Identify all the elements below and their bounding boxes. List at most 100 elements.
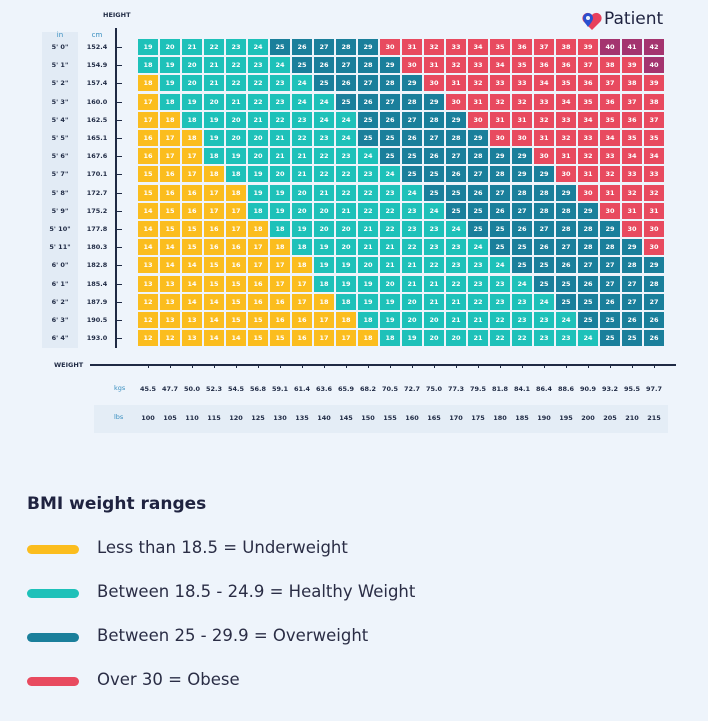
weight-lbs-label: 195 xyxy=(559,414,573,422)
weight-kg-label: 59.1 xyxy=(271,385,289,393)
bmi-cell: 32 xyxy=(534,111,554,128)
bmi-cell: 20 xyxy=(314,221,334,237)
bmi-cell: 23 xyxy=(468,257,488,274)
bmi-cell: 24 xyxy=(512,275,532,292)
bmi-cell: 24 xyxy=(292,93,312,110)
bmi-cell: 12 xyxy=(138,330,158,347)
bmi-cell: 27 xyxy=(600,275,620,292)
lbs-row-panel xyxy=(94,405,668,433)
bmi-cell: 30 xyxy=(424,75,444,92)
weight-kg-label: 75.0 xyxy=(425,385,443,393)
legend-item-label: Less than 18.5 = Underweight xyxy=(97,538,348,557)
bmi-cell: 23 xyxy=(292,111,312,128)
bmi-cell: 22 xyxy=(424,257,444,274)
height-tick xyxy=(117,247,122,249)
bmi-cell: 15 xyxy=(160,202,180,219)
bmi-cell: 31 xyxy=(556,148,576,165)
bmi-cell: 16 xyxy=(182,202,202,219)
bmi-cell: 20 xyxy=(226,111,246,128)
bmi-cell: 15 xyxy=(204,275,224,292)
bmi-cell: 25 xyxy=(578,293,598,310)
bmi-cell: 20 xyxy=(336,239,356,256)
bmi-cell: 29 xyxy=(468,130,488,146)
height-ft-label: 5' 11" xyxy=(49,243,71,252)
bmi-cell: 27 xyxy=(600,257,620,274)
bmi-cell: 30 xyxy=(622,221,642,237)
bmi-cell: 18 xyxy=(358,312,378,328)
bmi-cell: 22 xyxy=(402,239,422,256)
bmi-cell: 14 xyxy=(138,202,158,219)
height-ft-label: 5' 5" xyxy=(51,134,69,142)
bmi-cell: 33 xyxy=(490,75,510,92)
weight-lbs-label: 140 xyxy=(317,414,331,422)
bmi-cell: 23 xyxy=(534,330,554,347)
bmi-cell: 27 xyxy=(336,57,356,74)
bmi-cell: 28 xyxy=(402,93,422,110)
height-ft-label: 5' 1" xyxy=(51,61,69,70)
bmi-cell: 31 xyxy=(468,93,488,110)
bmi-cell: 30 xyxy=(644,221,664,237)
bmi-cell: 28 xyxy=(336,39,356,55)
bmi-cell: 23 xyxy=(270,93,290,110)
bmi-cell: 28 xyxy=(468,148,488,165)
bmi-cell: 13 xyxy=(182,312,202,328)
bmi-cell: 40 xyxy=(600,39,620,55)
bmi-cell: 33 xyxy=(446,39,466,55)
bmi-cell: 34 xyxy=(534,75,554,92)
bmi-cell: 19 xyxy=(204,111,224,128)
bmi-cell: 18 xyxy=(138,75,158,92)
bmi-cell: 31 xyxy=(534,130,554,146)
height-cm-label: 177.8 xyxy=(86,225,108,233)
bmi-cell: 33 xyxy=(644,166,664,183)
weight-tick xyxy=(280,365,281,368)
bmi-cell: 38 xyxy=(556,39,576,55)
bmi-cell: 24 xyxy=(380,166,400,183)
weight-kg-label: 95.5 xyxy=(623,385,641,393)
bmi-cell: 23 xyxy=(556,330,576,347)
height-ft-label: 6' 2" xyxy=(51,297,69,306)
weight-tick xyxy=(258,365,259,368)
bmi-cell: 17 xyxy=(336,330,356,347)
bmi-cell: 25 xyxy=(270,39,290,55)
bmi-cell: 28 xyxy=(512,184,532,201)
weight-tick xyxy=(390,365,391,368)
bmi-cell: 35 xyxy=(600,111,620,128)
bmi-cell: 18 xyxy=(182,130,202,146)
bmi-cell: 22 xyxy=(512,330,532,347)
bmi-cell: 19 xyxy=(380,293,400,310)
bmi-cell: 30 xyxy=(402,57,422,74)
weight-lbs-label: 130 xyxy=(273,414,287,422)
bmi-cell: 27 xyxy=(556,239,576,256)
bmi-cell: 27 xyxy=(622,293,642,310)
bmi-cell: 25 xyxy=(556,293,576,310)
bmi-cell: 14 xyxy=(160,239,180,256)
height-cm-label: 165.1 xyxy=(86,134,108,142)
bmi-cell: 27 xyxy=(534,221,554,237)
bmi-cell: 22 xyxy=(248,75,268,92)
height-tick xyxy=(117,119,122,121)
bmi-cell: 29 xyxy=(424,93,444,110)
weight-kg-label: 47.7 xyxy=(161,385,179,393)
bmi-cell: 30 xyxy=(446,93,466,110)
bmi-cell: 24 xyxy=(402,184,422,201)
weight-tick xyxy=(588,365,589,368)
bmi-cell: 37 xyxy=(600,75,620,92)
height-cm-label: 167.6 xyxy=(86,152,108,161)
bmi-cell: 17 xyxy=(314,330,334,347)
height-tick xyxy=(117,65,122,67)
weight-tick xyxy=(324,365,325,368)
weight-kg-label: 70.5 xyxy=(381,385,399,393)
bmi-cell: 20 xyxy=(446,330,466,347)
lbs-label: lbs xyxy=(114,413,124,421)
bmi-cell: 27 xyxy=(402,111,422,128)
bmi-cell: 24 xyxy=(292,75,312,92)
bmi-cell: 24 xyxy=(336,111,356,128)
bmi-cell: 19 xyxy=(402,330,422,347)
bmi-cell: 27 xyxy=(446,148,466,165)
weight-kg-label: 45.5 xyxy=(139,385,157,393)
weight-lbs-label: 145 xyxy=(339,414,353,422)
bmi-cell: 18 xyxy=(314,293,334,310)
bmi-cell: 32 xyxy=(446,57,466,74)
bmi-cell: 23 xyxy=(380,184,400,201)
height-tick xyxy=(117,101,122,103)
